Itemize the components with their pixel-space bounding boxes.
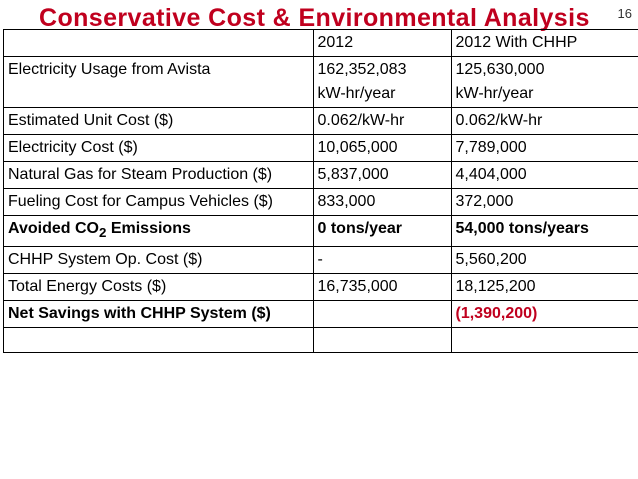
- row-value-2012: 0 tons/year: [313, 215, 452, 248]
- row-value-2012: [313, 300, 452, 329]
- table-empty-row: [4, 327, 638, 354]
- row-label: Total Energy Costs ($): [4, 273, 314, 302]
- row-value-chhp: 372,000: [451, 188, 638, 216]
- table-row: Estimated Unit Cost ($) 0.062/kW-hr 0.06…: [4, 107, 638, 135]
- row-value-2012: 0.062/kW-hr: [313, 107, 452, 135]
- value: 125,630,000: [455, 61, 545, 78]
- page-number: 16: [617, 6, 632, 21]
- table-row: Fueling Cost for Campus Vehicles ($) 833…: [4, 188, 638, 216]
- row-label: Fueling Cost for Campus Vehicles ($): [4, 188, 314, 216]
- row-label: Electricity Cost ($): [4, 134, 314, 162]
- empty-cell: [4, 327, 314, 354]
- unit: kW-hr/year: [455, 85, 534, 102]
- header-blank: [4, 30, 314, 57]
- label-subscript: 2: [98, 225, 107, 241]
- row-value-2012: 16,735,000: [313, 273, 452, 302]
- row-label: Natural Gas for Steam Production ($): [4, 161, 314, 189]
- table-row: Avoided CO2 Emissions 0 tons/year 54,000…: [4, 215, 638, 248]
- empty-cell: [451, 327, 638, 354]
- unit: kW-hr/year: [317, 85, 396, 102]
- table-row: Electricity Usage from Avista 162,352,08…: [4, 56, 638, 108]
- row-value-2012: 10,065,000: [313, 134, 452, 162]
- header-2012-chhp: 2012 With CHHP: [451, 30, 638, 57]
- row-value-chhp: 4,404,000: [451, 161, 638, 189]
- table-row: Net Savings with CHHP System ($) (1,390,…: [4, 300, 638, 329]
- label-text: Avoided CO: [8, 220, 99, 237]
- row-value-chhp: 5,560,200: [451, 246, 638, 275]
- row-label: Estimated Unit Cost ($): [4, 107, 314, 135]
- row-value-2012: 5,837,000: [313, 161, 452, 189]
- row-value-2012: -: [313, 246, 452, 275]
- row-label: Net Savings with CHHP System ($): [4, 300, 314, 329]
- row-label: Electricity Usage from Avista: [4, 56, 314, 108]
- label-text: Emissions: [106, 220, 191, 237]
- header-2012: 2012: [313, 30, 452, 57]
- value: 162,352,083: [317, 61, 407, 78]
- row-value-chhp: 18,125,200: [451, 273, 638, 302]
- row-label: CHHP System Op. Cost ($): [4, 246, 314, 275]
- row-value-chhp: (1,390,200): [451, 300, 638, 329]
- row-value-chhp: 125,630,000 kW-hr/year: [451, 56, 638, 108]
- table-row: Electricity Cost ($) 10,065,000 7,789,00…: [4, 134, 638, 162]
- slide-title: Conservative Cost & Environmental Analys…: [39, 4, 590, 32]
- row-value-chhp: 54,000 tons/years: [451, 215, 638, 248]
- cost-analysis-table: 2012 2012 With CHHP Electricity Usage fr…: [4, 30, 638, 354]
- cost-analysis-table-container: 2012 2012 With CHHP Electricity Usage fr…: [3, 29, 638, 354]
- row-label: Avoided CO2 Emissions: [4, 215, 314, 248]
- table-header-row: 2012 2012 With CHHP: [4, 30, 638, 57]
- row-value-2012: 833,000: [313, 188, 452, 216]
- empty-cell: [313, 327, 452, 354]
- table-row: Total Energy Costs ($) 16,735,000 18,125…: [4, 273, 638, 302]
- table-row: CHHP System Op. Cost ($) - 5,560,200: [4, 246, 638, 275]
- row-value-2012: 162,352,083 kW-hr/year: [313, 56, 452, 108]
- table-row: Natural Gas for Steam Production ($) 5,8…: [4, 161, 638, 189]
- row-value-chhp: 7,789,000: [451, 134, 638, 162]
- row-value-chhp: 0.062/kW-hr: [451, 107, 638, 135]
